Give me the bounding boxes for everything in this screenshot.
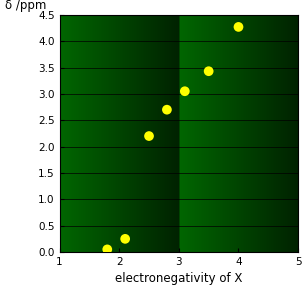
Point: [165, 107, 169, 112]
Point: [182, 89, 187, 94]
Point: [123, 237, 128, 241]
Point: [146, 134, 151, 139]
Point: [105, 247, 110, 252]
Y-axis label: δ /ppm: δ /ppm: [6, 0, 47, 13]
X-axis label: electronegativity of X: electronegativity of X: [115, 272, 243, 285]
Point: [236, 25, 241, 29]
Point: [206, 69, 211, 74]
